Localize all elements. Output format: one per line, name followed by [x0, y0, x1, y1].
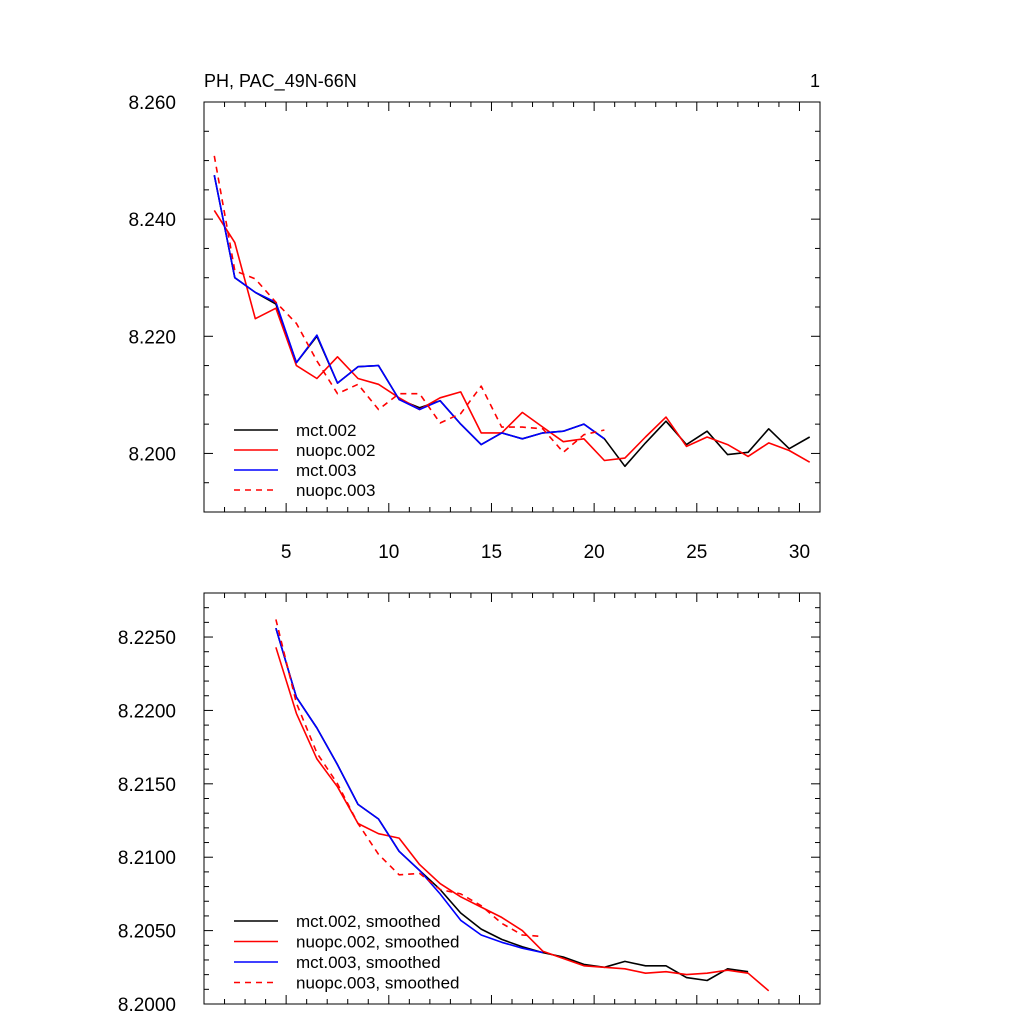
- legend-label: nuopc.002, smoothed: [296, 933, 460, 952]
- y-tick-labels: 8.200 8.220 8.240 8.260: [128, 93, 176, 465]
- legend-label: nuopc.003: [296, 481, 375, 500]
- x-tick-label: 30: [789, 542, 810, 563]
- legend-item: nuopc.003, smoothed: [234, 974, 460, 993]
- top-panel: PH, PAC_49N-66N 1 5 10 15 20 25 30 8.200 8.220…: [128, 71, 821, 563]
- legend-label: mct.002, smoothed: [296, 912, 441, 931]
- legend-item: nuopc.002: [234, 441, 375, 460]
- bottom-panel: 8.2000 8.2050 8.2100 8.2150 8.2200 8.2250 mct…: [118, 592, 821, 1016]
- y-tick-label: 8.260: [128, 93, 176, 114]
- axis-ticks: [203, 101, 821, 513]
- y-tick-label: 8.200: [128, 444, 176, 465]
- y-tick-label: 8.2000: [118, 995, 176, 1016]
- legend-label: mct.002: [296, 421, 356, 440]
- y-tick-label: 8.2050: [118, 922, 176, 943]
- legend-item: mct.002, smoothed: [234, 912, 441, 931]
- series-line-mct-003: [213, 175, 605, 446]
- x-tick-label: 5: [281, 542, 292, 563]
- y-tick-labels: 8.2000 8.2050 8.2100 8.2150 8.2200 8.2250: [118, 628, 176, 1016]
- legend-item: nuopc.002, smoothed: [234, 933, 460, 952]
- legend-item: mct.003, smoothed: [234, 953, 441, 972]
- x-tick-label: 20: [584, 542, 605, 563]
- y-tick-label: 8.2250: [118, 628, 176, 649]
- y-tick-label: 8.240: [128, 210, 176, 231]
- legend-item: nuopc.003: [234, 481, 375, 500]
- series-line-nuopc-003-smoothed: [275, 619, 543, 938]
- legend-item: mct.002: [234, 421, 356, 440]
- y-tick-label: 8.2150: [118, 775, 176, 796]
- legend-label: nuopc.003, smoothed: [296, 974, 460, 993]
- x-tick-label: 15: [481, 542, 502, 563]
- y-tick-label: 8.2100: [118, 848, 176, 869]
- y-tick-label: 8.2200: [118, 701, 176, 722]
- series-line-mct-003-smoothed: [275, 627, 543, 954]
- legend-label: mct.003, smoothed: [296, 953, 441, 972]
- legend-label: mct.003: [296, 461, 356, 480]
- series-lines: [275, 619, 770, 992]
- chart-title: PH, PAC_49N-66N: [204, 71, 357, 92]
- x-tick-labels: 5 10 15 20 25 30: [281, 542, 810, 563]
- axis-ticks: [203, 592, 821, 1005]
- series-lines: [213, 155, 811, 468]
- legend: mct.002, smoothed nuopc.002, smoothedmct.…: [234, 912, 460, 993]
- legend-item: mct.003: [234, 461, 356, 480]
- legend-label: nuopc.002: [296, 441, 375, 460]
- x-tick-label: 10: [378, 542, 399, 563]
- y-tick-label: 8.220: [128, 327, 176, 348]
- x-tick-label: 25: [686, 542, 707, 563]
- series-line-nuopc-002: [213, 209, 811, 463]
- panel-number: 1: [810, 71, 820, 91]
